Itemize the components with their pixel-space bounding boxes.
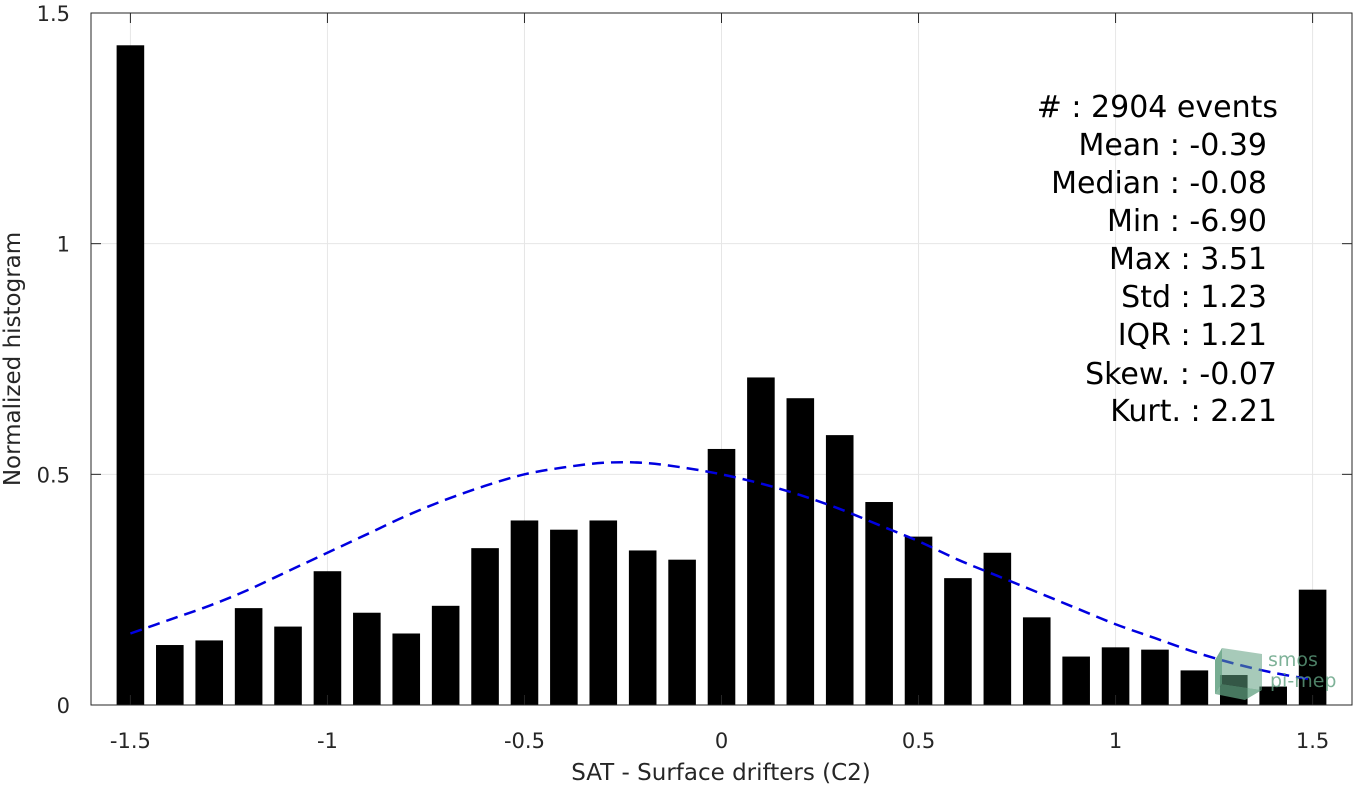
logo-line-1: smos [1268, 649, 1318, 671]
logo-cube-face-side [1215, 648, 1222, 694]
x-tick-label: 1.5 [1296, 729, 1329, 753]
x-tick-label: -1 [317, 729, 338, 753]
y-tick-label: 0.5 [37, 463, 70, 487]
histogram-bar [392, 633, 421, 705]
y-axis-title: Normalized histogram [0, 232, 26, 486]
x-tick-label: 0.5 [902, 729, 935, 753]
x-tick-label: 1 [1109, 729, 1122, 753]
histogram-bar [313, 571, 342, 705]
histogram-bar [707, 448, 736, 705]
histogram-bar [431, 605, 460, 705]
histogram-bar [274, 626, 302, 705]
stat-events: # : 2904 events [1037, 90, 1278, 125]
statistics-box: # : 2904 events Mean : -0.39 Median : -0… [1037, 90, 1278, 429]
histogram-bar [589, 520, 618, 705]
histogram-bar [1022, 617, 1051, 705]
x-axis-title: SAT - Surface drifters (C2) [571, 760, 871, 785]
histogram-bar [471, 548, 499, 705]
logo-cube-icon [1215, 648, 1262, 700]
stat-skew: Skew. : -0.07 [1085, 357, 1277, 392]
histogram-bars [116, 45, 1327, 705]
histogram-bar [510, 520, 539, 705]
logo-cube-face-front [1222, 648, 1262, 690]
histogram-bar [1141, 649, 1169, 705]
histogram-bar [825, 435, 854, 705]
stat-iqr: IQR : 1.21 [1118, 318, 1267, 353]
histogram-bar [747, 377, 775, 705]
histogram-bar [1180, 670, 1209, 705]
axis-ticks [91, 12, 1352, 706]
histogram-bar [550, 529, 578, 705]
y-tick-label: 1.5 [37, 2, 70, 26]
histogram-bar [944, 578, 972, 705]
histogram-bar [865, 502, 893, 705]
histogram-bar [1259, 686, 1287, 705]
y-tick-labels: 0 0.5 1 1.5 [37, 2, 70, 718]
histogram-bar [786, 398, 815, 705]
histogram-bar [195, 640, 224, 705]
histogram-bar [353, 612, 381, 705]
y-tick-label: 0 [57, 694, 70, 718]
histogram-bar [904, 536, 933, 705]
y-tick-label: 1 [57, 233, 70, 257]
x-tick-label: -0.5 [504, 729, 545, 753]
histogram-bar [234, 608, 263, 705]
x-tick-label: 0 [715, 729, 728, 753]
histogram-bar [628, 550, 657, 705]
histogram-bar [116, 45, 145, 705]
normal-fit-curve [129, 460, 1313, 681]
stat-median: Median : -0.08 [1051, 166, 1267, 201]
smos-pimep-logo: smos pi-mep [1215, 648, 1336, 700]
histogram-bar [156, 645, 184, 705]
histogram-bar [668, 559, 696, 705]
histogram-bar [1298, 589, 1327, 705]
stat-mean: Mean : -0.39 [1078, 128, 1267, 163]
stat-max: Max : 3.51 [1109, 242, 1267, 277]
histogram-bar [983, 552, 1012, 705]
x-tick-label: -1.5 [110, 729, 151, 753]
stat-std: Std : 1.23 [1121, 280, 1267, 315]
x-tick-labels: -1.5 -1 -0.5 0 0.5 1 1.5 [110, 729, 1329, 753]
stat-kurt: Kurt. : 2.21 [1110, 394, 1277, 429]
stat-min: Min : -6.90 [1107, 204, 1267, 239]
logo-line-2: pi-mep [1270, 670, 1336, 692]
logo-cube-face-bottom [1215, 684, 1262, 700]
histogram-bar [1062, 656, 1090, 705]
